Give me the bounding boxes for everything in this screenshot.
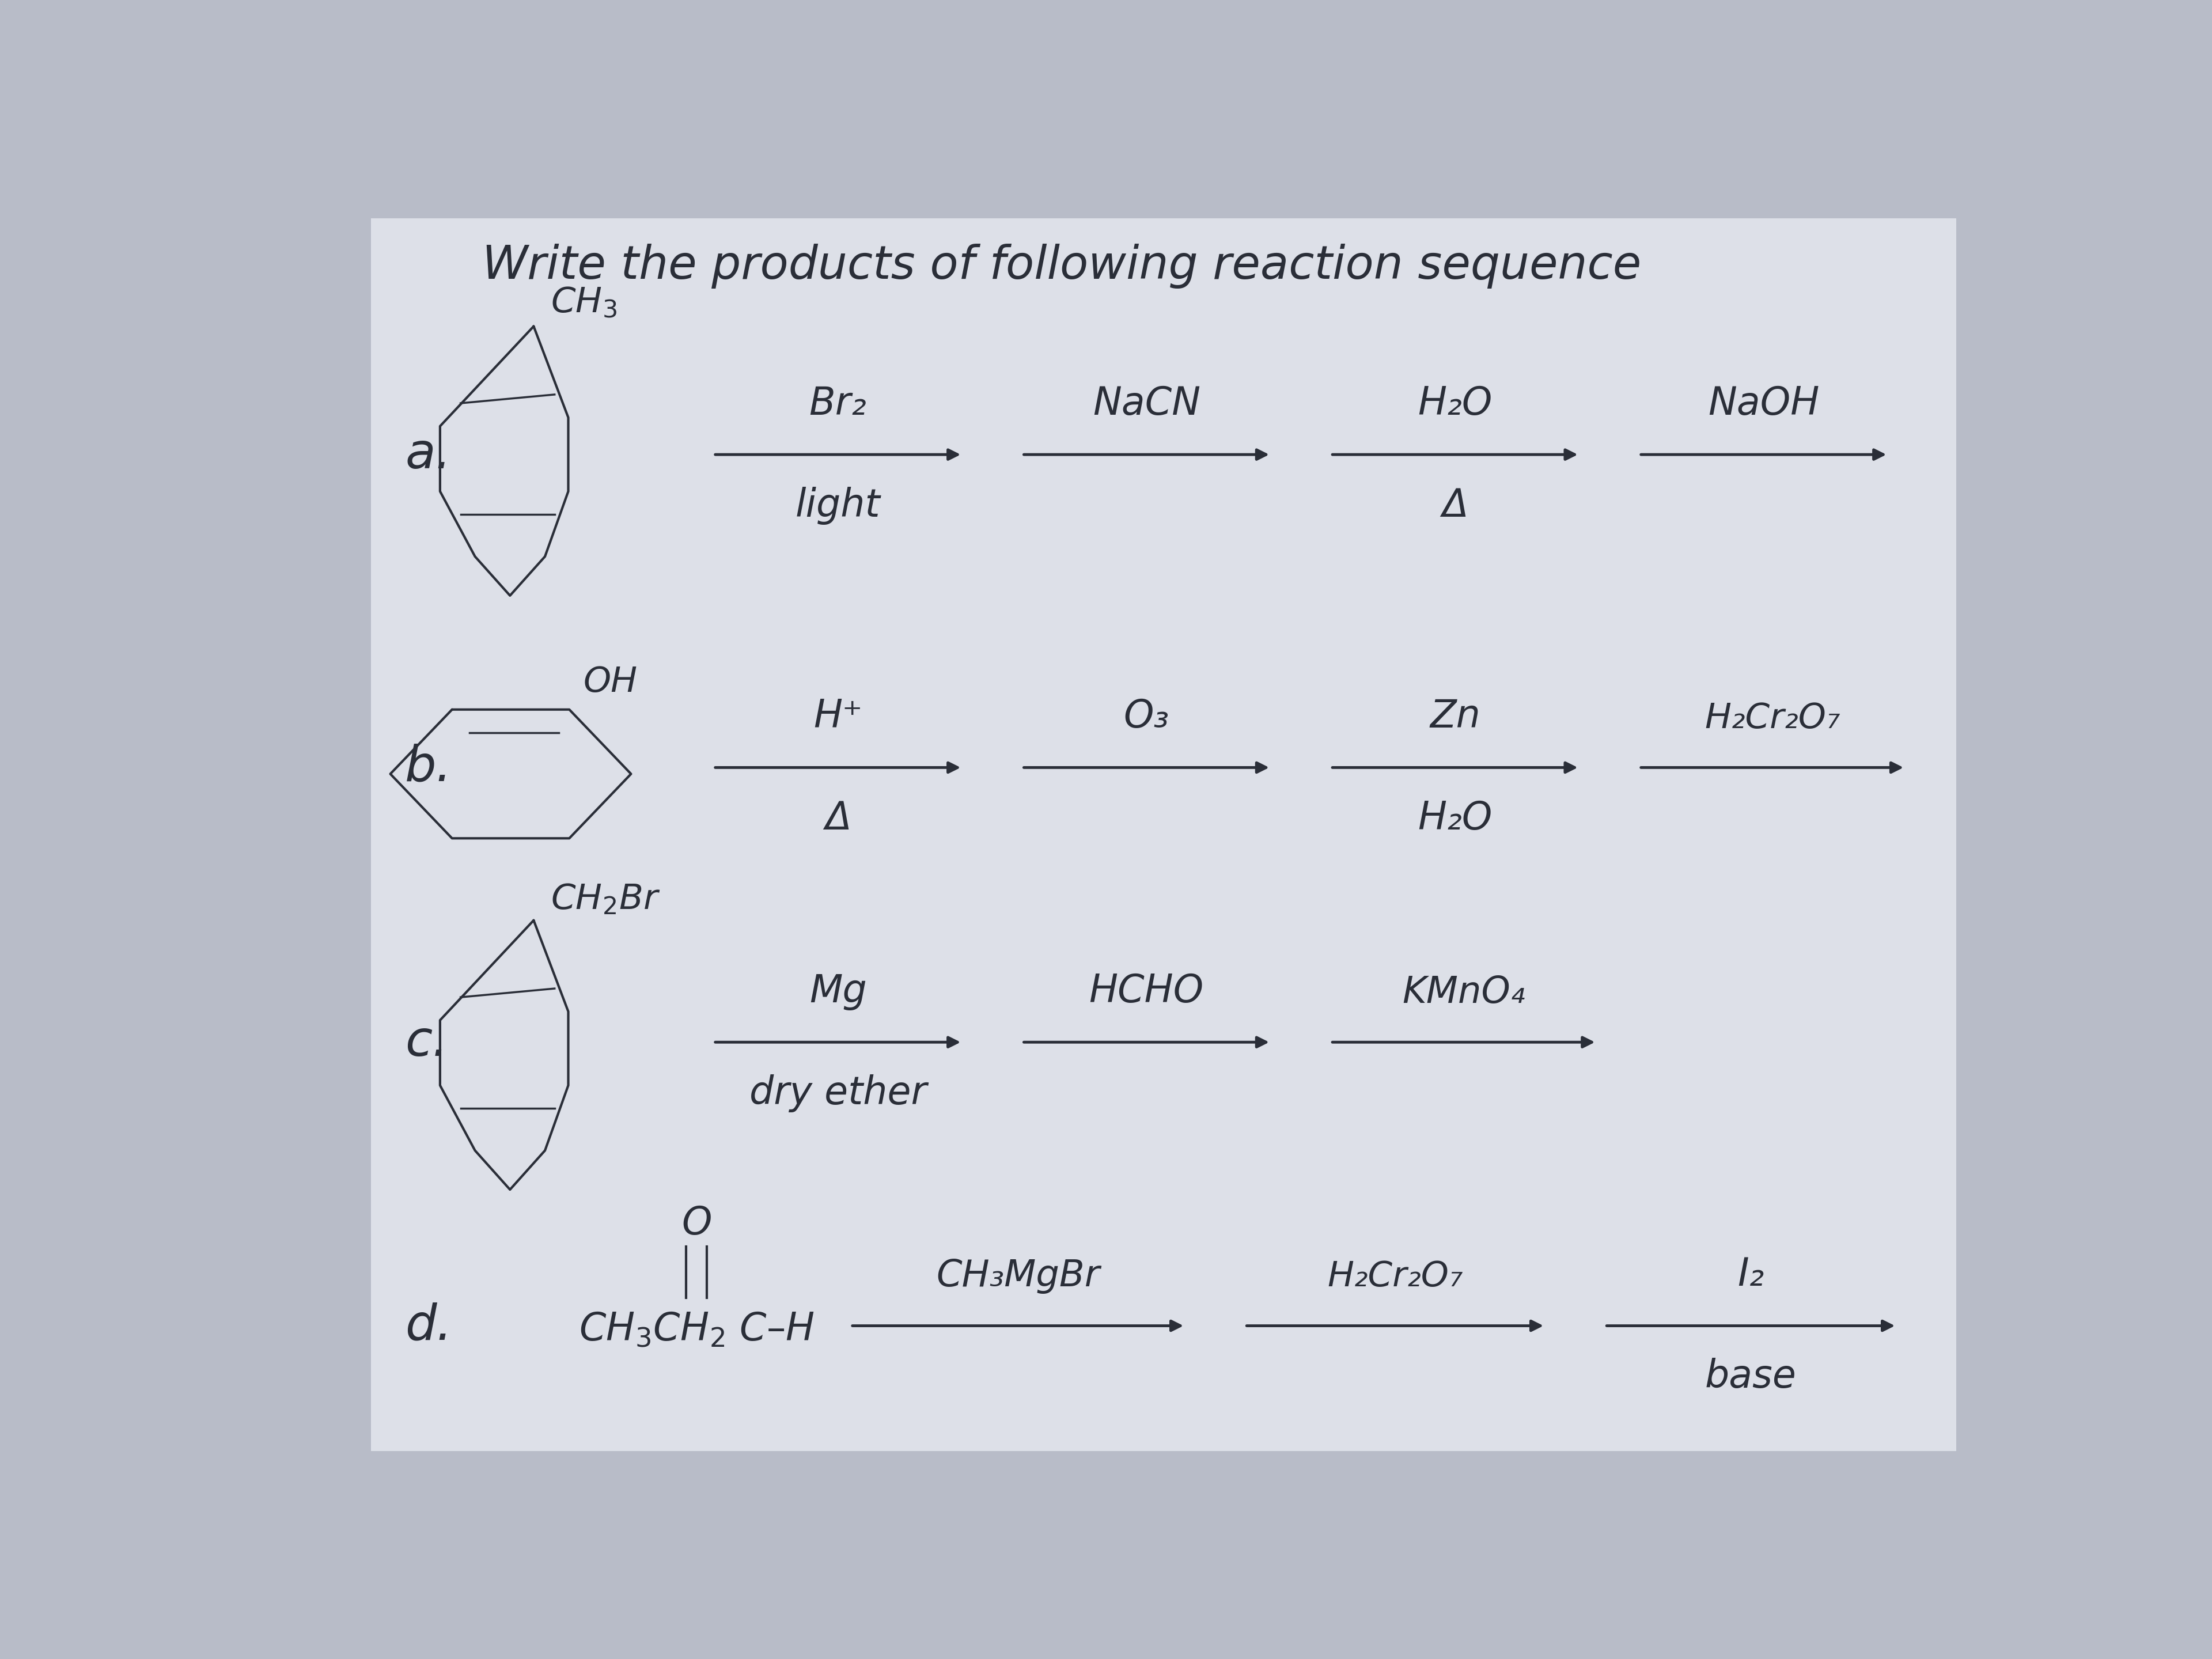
Text: Br₂: Br₂	[810, 385, 867, 423]
Text: light: light	[796, 486, 880, 524]
Text: dry ether: dry ether	[750, 1073, 927, 1112]
Text: CH$_3$: CH$_3$	[551, 285, 617, 320]
Text: a.: a.	[405, 431, 451, 478]
Text: c.: c.	[405, 1019, 449, 1067]
Text: base: base	[1705, 1357, 1796, 1395]
Text: H⁺: H⁺	[814, 697, 863, 735]
Text: b.: b.	[405, 743, 451, 791]
Text: O: O	[681, 1204, 712, 1243]
Text: NaCN: NaCN	[1093, 385, 1201, 423]
FancyBboxPatch shape	[372, 219, 1958, 1452]
Text: H₂Cr₂O₇: H₂Cr₂O₇	[1705, 702, 1840, 735]
Text: H₂O: H₂O	[1418, 385, 1493, 423]
Text: Write the products of following reaction sequence: Write the products of following reaction…	[482, 244, 1641, 289]
Text: HCHO: HCHO	[1088, 972, 1203, 1010]
Text: Mg: Mg	[810, 972, 867, 1010]
Text: CH$_3$CH$_2$ C–H: CH$_3$CH$_2$ C–H	[580, 1311, 814, 1349]
Text: Δ: Δ	[1442, 486, 1469, 524]
Text: I₂: I₂	[1736, 1256, 1765, 1294]
Text: OH: OH	[584, 665, 637, 700]
Text: KMnO₄: KMnO₄	[1402, 974, 1524, 1010]
Text: H₂Cr₂O₇: H₂Cr₂O₇	[1327, 1259, 1462, 1294]
Text: O₃: O₃	[1124, 697, 1170, 735]
Text: Zn: Zn	[1429, 697, 1480, 735]
Text: CH₃MgBr: CH₃MgBr	[936, 1258, 1099, 1294]
Text: Δ: Δ	[825, 800, 852, 838]
Text: NaOH: NaOH	[1708, 385, 1818, 423]
Text: CH$_2$Br: CH$_2$Br	[551, 883, 661, 916]
Text: H₂O: H₂O	[1418, 800, 1493, 838]
Text: d.: d.	[405, 1302, 451, 1350]
